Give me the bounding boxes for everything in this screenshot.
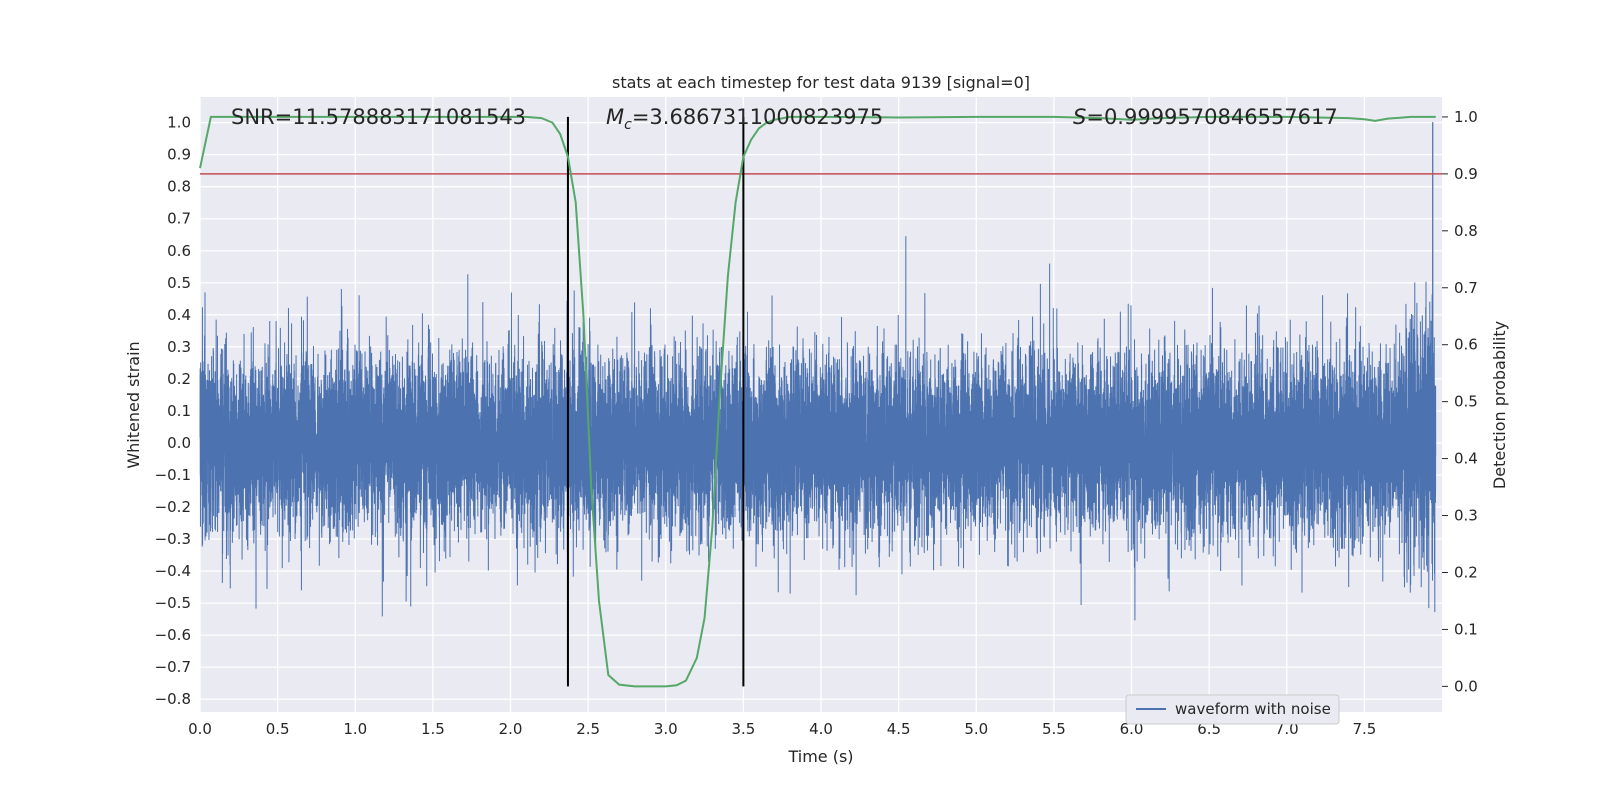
- y-left-tick-label: −0.2: [155, 498, 191, 516]
- detection-stat-value: =0.9999570846557617: [1086, 105, 1337, 129]
- marker-lines: [566, 116, 745, 687]
- y-right-tick-label: 0.0: [1454, 677, 1478, 695]
- chirp-mass-annotation: Mc=3.6867311000823975: [606, 105, 883, 133]
- x-tick-label: 4.0: [809, 720, 833, 738]
- y-left-tick-label: −0.1: [155, 466, 191, 484]
- chirp-mass-subscript: c: [624, 117, 632, 133]
- chirp-mass-value: =3.6867311000823975: [632, 105, 883, 129]
- x-tick-label: 1.5: [421, 720, 445, 738]
- y-axis-right-label: Detection probability: [1490, 321, 1509, 489]
- y-left-tick-label: −0.8: [155, 690, 191, 708]
- y-left-tick-label: −0.6: [155, 626, 191, 644]
- y-axis-left-ticks: 1.0 0.9 0.8 0.7 0.6 0.5 0.4 0.3 0.2 0.1 0.0 −0.1 −0.…: [155, 114, 191, 709]
- y-left-tick-label: 0.6: [167, 242, 191, 260]
- waveform-series: [199, 122, 1437, 621]
- y-right-tick-label: 0.1: [1454, 620, 1478, 638]
- waveform-with-noise-line: [199, 122, 1437, 621]
- y-left-tick-label: 0.7: [167, 210, 191, 228]
- y-left-tick-label: −0.5: [155, 594, 191, 612]
- x-tick-label: 4.5: [887, 720, 911, 738]
- y-left-tick-label: 0.0: [167, 434, 191, 452]
- x-axis-ticks: 0.0 0.5 1.0 1.5 2.0 2.5 3.0 3.5 4.0 4.5 5.0 5.5 6.0 6…: [188, 720, 1376, 738]
- y-left-tick-label: 0.2: [167, 370, 191, 388]
- y-axis-right-ticks: 1.0 0.9 0.8 0.7 0.6 0.5 0.4 0.3 0.2 0.1 0.0: [1442, 108, 1478, 695]
- detection-stat-symbol: S: [1073, 105, 1086, 129]
- legend-label: waveform with noise: [1175, 700, 1331, 718]
- x-tick-label: 2.5: [576, 720, 600, 738]
- x-tick-label: 3.5: [731, 720, 755, 738]
- legend: waveform with noise: [1125, 694, 1340, 725]
- y-right-tick-label: 1.0: [1454, 108, 1478, 126]
- y-left-tick-label: −0.4: [155, 562, 191, 580]
- legend-box: [1125, 694, 1340, 725]
- chirp-mass-symbol: M: [606, 105, 624, 129]
- y-left-tick-label: 1.0: [167, 114, 191, 132]
- x-tick-label: 1.0: [343, 720, 367, 738]
- detection-probability-line: [199, 115, 1436, 688]
- y-right-tick-label: 0.6: [1454, 336, 1478, 354]
- y-left-tick-label: 0.1: [167, 402, 191, 420]
- x-tick-label: 0.0: [188, 720, 212, 738]
- chart-title: stats at each timestep for test data 913…: [612, 73, 1030, 92]
- y-axis-left-label: Whitened strain: [124, 341, 143, 468]
- y-left-tick-label: 0.3: [167, 338, 191, 356]
- detection-stat-annotation: S=0.9999570846557617: [1073, 105, 1338, 129]
- y-left-tick-label: −0.3: [155, 530, 191, 548]
- snr-annotation: SNR=11.578883171081543: [231, 105, 526, 129]
- x-tick-label: 2.0: [499, 720, 523, 738]
- y-right-tick-label: 0.5: [1454, 393, 1478, 411]
- y-left-tick-label: −0.7: [155, 658, 191, 676]
- x-tick-label: 3.0: [654, 720, 678, 738]
- x-tick-label: 5.0: [964, 720, 988, 738]
- probability-series: [199, 115, 1436, 688]
- y-left-tick-label: 0.5: [167, 274, 191, 292]
- y-left-tick-label: 0.4: [167, 306, 191, 324]
- y-right-tick-label: 0.8: [1454, 222, 1478, 240]
- x-tick-label: 7.5: [1352, 720, 1376, 738]
- y-right-tick-label: 0.3: [1454, 507, 1478, 525]
- x-tick-label: 5.5: [1042, 720, 1066, 738]
- y-right-tick-label: 0.7: [1454, 279, 1478, 297]
- y-left-tick-label: 0.9: [167, 146, 191, 164]
- y-right-tick-label: 0.9: [1454, 165, 1478, 183]
- y-right-tick-label: 0.4: [1454, 450, 1478, 468]
- y-right-tick-label: 0.2: [1454, 563, 1478, 581]
- y-left-tick-label: 0.8: [167, 178, 191, 196]
- x-tick-label: 0.5: [266, 720, 290, 738]
- x-axis-label: Time (s): [787, 747, 853, 766]
